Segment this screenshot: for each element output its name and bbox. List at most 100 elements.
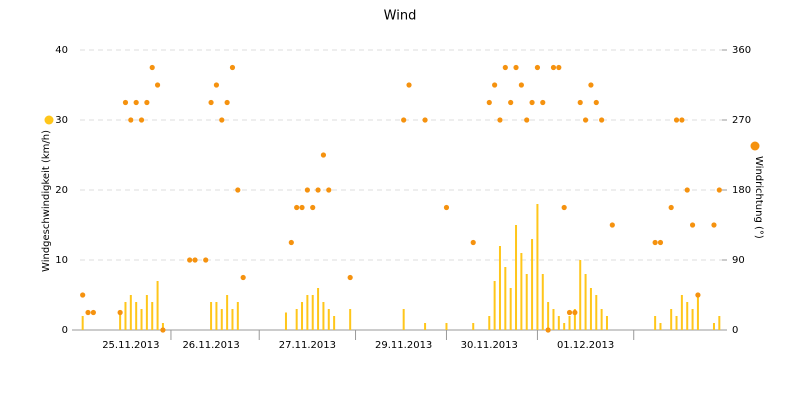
bar (541, 274, 544, 330)
bar (675, 316, 678, 330)
bar (488, 316, 491, 330)
bar (236, 302, 239, 330)
dot (588, 82, 594, 88)
bar (140, 309, 143, 330)
dot (320, 152, 327, 158)
dot (524, 117, 530, 123)
bar (691, 309, 694, 330)
dot (154, 82, 161, 88)
y-tick-label: 20 (55, 185, 68, 196)
dot (470, 239, 476, 246)
legend-marker (44, 115, 54, 125)
dot (540, 99, 546, 106)
dot (240, 274, 246, 281)
dot (406, 82, 412, 88)
dot (582, 117, 589, 123)
bar (119, 312, 122, 330)
bar (81, 316, 84, 330)
bar (605, 316, 608, 330)
dot (310, 204, 316, 211)
bar (600, 309, 603, 330)
dot (144, 99, 150, 106)
bar (151, 302, 154, 330)
x-tick-label: 30.11.2013 (461, 340, 518, 351)
dot (80, 292, 86, 298)
dot (235, 187, 241, 193)
dot (347, 274, 353, 281)
dot (85, 309, 91, 316)
dot (160, 327, 166, 333)
dot (149, 64, 155, 71)
bar (129, 295, 132, 330)
dot (711, 222, 717, 228)
bar (712, 323, 715, 330)
bar (295, 309, 298, 330)
y2-axis-title: Windrichtung (°) (753, 156, 764, 239)
bar (472, 323, 475, 330)
chart-title: Wind (384, 9, 417, 24)
bar (520, 253, 523, 330)
bar (311, 295, 314, 330)
bar (659, 323, 662, 330)
dot (652, 239, 658, 246)
bar (327, 309, 330, 330)
dot (497, 117, 503, 123)
bar (536, 204, 539, 330)
dot (229, 64, 236, 71)
bar (547, 302, 550, 330)
bar (579, 260, 582, 330)
dot (518, 82, 524, 88)
bar (231, 309, 234, 330)
bar (498, 246, 501, 330)
bar (424, 323, 427, 330)
dot (609, 222, 615, 228)
dot (492, 82, 498, 88)
dot (508, 99, 514, 106)
x-tick-label: 25.11.2013 (102, 340, 159, 351)
dot (593, 99, 599, 106)
dot (90, 309, 96, 316)
bar (552, 309, 555, 330)
y2-tick-label: 360 (732, 45, 751, 56)
dot (679, 117, 685, 123)
y-axis-title: Windgeschwindigkeit (km/h) (41, 130, 52, 272)
dot (187, 257, 193, 263)
bar (284, 312, 287, 330)
bar (210, 302, 213, 330)
bar (215, 302, 218, 330)
dot (673, 117, 680, 123)
dot (486, 99, 492, 106)
dot (117, 309, 123, 316)
bar (568, 316, 571, 330)
dot (545, 327, 551, 333)
y-tick-label: 0 (62, 325, 68, 336)
bar (349, 309, 352, 330)
bar (680, 295, 683, 330)
bar (445, 323, 448, 330)
dot (668, 204, 674, 211)
dot (513, 64, 519, 71)
bar (226, 295, 229, 330)
dot (401, 117, 407, 123)
dot (304, 187, 310, 193)
bar (306, 295, 309, 330)
dot (572, 309, 578, 316)
y2-tick-label: 0 (732, 325, 738, 336)
bar (654, 316, 657, 330)
dot (443, 204, 450, 211)
dot (122, 99, 129, 106)
dot (219, 117, 225, 123)
dot (224, 99, 230, 106)
bar (718, 316, 721, 330)
y2-tick-label: 270 (732, 115, 751, 126)
x-tick-label: 29.11.2013 (375, 340, 432, 351)
y-tick-label: 40 (55, 45, 68, 56)
dot (695, 292, 701, 298)
bar (145, 295, 148, 330)
bar (584, 274, 587, 330)
bar (670, 309, 673, 330)
dot (213, 82, 220, 88)
x-tick-label: 26.11.2013 (182, 340, 239, 351)
bar (563, 323, 566, 330)
